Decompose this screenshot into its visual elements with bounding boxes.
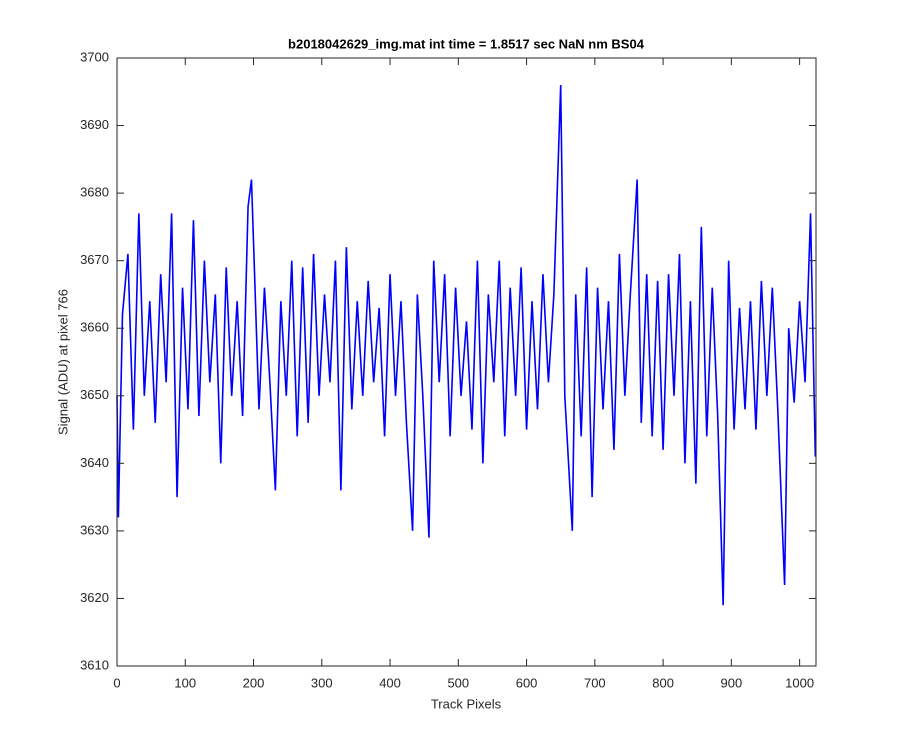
chart-title: b2018042629_img.mat int time = 1.8517 se…	[288, 36, 645, 51]
x-tick-label: 1000	[785, 675, 814, 690]
y-tick-label: 3620	[80, 590, 109, 605]
x-tick-label: 400	[379, 675, 401, 690]
x-tick-label: 700	[584, 675, 606, 690]
y-tick-label: 3660	[80, 320, 109, 335]
y-tick-label: 3700	[80, 49, 109, 64]
y-tick-label: 3610	[80, 657, 109, 672]
data-line	[116, 84, 817, 606]
x-tick-label: 300	[311, 675, 333, 690]
axes-box	[116, 57, 817, 667]
x-tick-label: 200	[243, 675, 265, 690]
y-tick-label: 3670	[80, 252, 109, 267]
y-tick-label: 3640	[80, 455, 109, 470]
y-tick-label: 3680	[80, 185, 109, 200]
y-tick-label: 3690	[80, 117, 109, 132]
y-tick-label: 3650	[80, 387, 109, 402]
x-tick-label: 900	[721, 675, 743, 690]
x-tick-label: 100	[174, 675, 196, 690]
x-tick-label: 500	[447, 675, 469, 690]
y-tick-label: 3630	[80, 522, 109, 537]
x-tick-label: 0	[113, 675, 120, 690]
x-tick-label: 800	[652, 675, 674, 690]
x-tick-label: 600	[516, 675, 538, 690]
y-axis-label: Signal (ADU) at pixel 766	[55, 289, 70, 435]
x-axis-label: Track Pixels	[431, 696, 502, 711]
